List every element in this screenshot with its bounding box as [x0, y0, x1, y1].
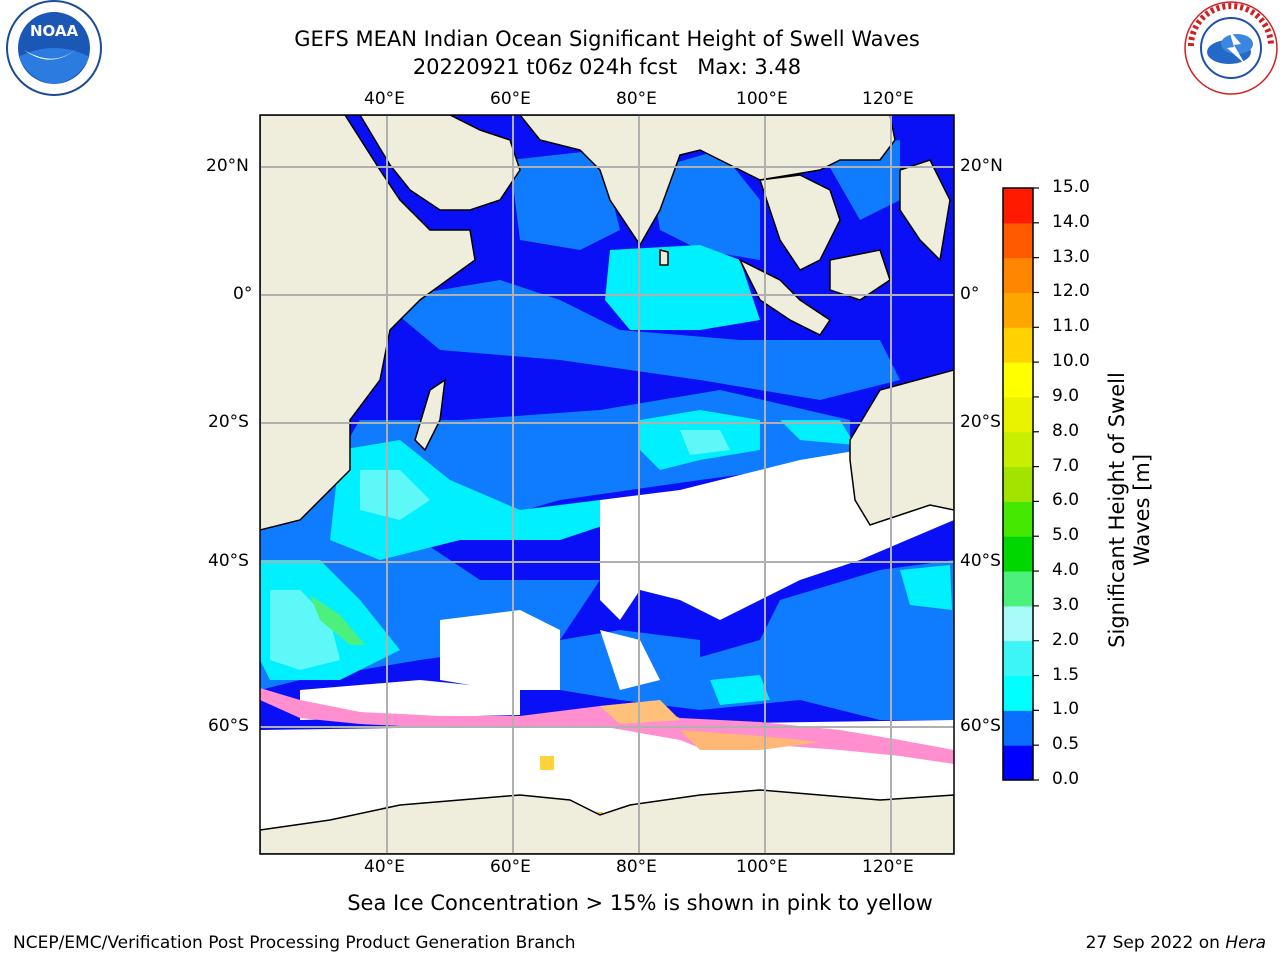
colorbar-tick-label: 15.0: [1052, 177, 1090, 197]
land-antarctica: [260, 789, 954, 854]
lat-label-left: 0°: [233, 284, 253, 304]
colorbar-tick-label: 9.0: [1052, 385, 1080, 406]
colorbar-swatch: [1003, 501, 1033, 537]
colorbar-swatch: [1003, 536, 1033, 572]
colorbar-tick-label: 4.0: [1052, 560, 1080, 581]
colorbar: [1003, 188, 1033, 781]
colorbar-tick-label: 1.0: [1052, 699, 1080, 720]
colorbar-swatch: [1003, 362, 1033, 398]
lat-label-left: 60°S: [208, 716, 249, 736]
lat-label-right: 40°S: [960, 551, 1001, 571]
lon-label-bottom: 120°E: [862, 857, 914, 877]
map-title: GEFS MEAN Indian Ocean Significant Heigh…: [294, 27, 920, 51]
colorbar-tick-label: 10.0: [1052, 351, 1090, 372]
colorbar-tick-label: 8.0: [1052, 420, 1080, 441]
lon-label-bottom: 40°E: [364, 857, 405, 877]
land-madagascar: [414, 378, 446, 452]
sea-ice-core: [680, 730, 820, 750]
colorbar-swatch: [1003, 675, 1033, 711]
swell-3.0-4.0: [310, 595, 365, 645]
sea-ice-spot: [540, 756, 554, 770]
lat-label-left: 20°S: [208, 412, 249, 432]
footer-credit: NCEP/EMC/Verification Post Processing Pr…: [13, 933, 576, 953]
lat-label-right: 20°S: [960, 412, 1001, 432]
forecast-subtitle: 20220921 t06z 024h fcst Max: 3.48: [412, 55, 802, 79]
swell-1.5-2.0: [270, 430, 730, 670]
lat-label-left: 20°N: [206, 156, 249, 176]
land-asia: [519, 115, 896, 247]
sea-ice-note: Sea Ice Concentration > 15% is shown in …: [347, 891, 933, 915]
colorbar-tick-label: 0.0: [1052, 769, 1080, 789]
lon-label-top: 100°E: [736, 89, 788, 109]
land-borneo: [829, 249, 891, 301]
colorbar-swatch: [1003, 292, 1033, 328]
land-indochina: [758, 174, 841, 271]
lon-label-top: 80°E: [616, 89, 657, 109]
footer-date-text: 27 Sep 2022 on: [1085, 933, 1226, 953]
colorbar-tick-label: 14.0: [1052, 211, 1090, 232]
nws-logo: [1184, 1, 1278, 95]
footer-host: Hera: [1225, 933, 1266, 953]
map-content: [260, 115, 954, 854]
land-australia: [849, 369, 954, 526]
land-philippines: [899, 159, 951, 262]
colorbar-tick-label: 6.0: [1052, 490, 1080, 511]
colorbar-tick-label: 0.5: [1052, 734, 1080, 755]
lon-label-top: 40°E: [364, 89, 405, 109]
lat-label-right: 20°N: [960, 156, 1003, 176]
colorbar-tick-label: 5.0: [1052, 525, 1080, 546]
lon-label-top: 60°E: [490, 89, 531, 109]
colorbar-tick-label: 3.0: [1052, 594, 1080, 615]
land-arabia: [359, 115, 521, 211]
colorbar-label: Significant Height of Swell Waves [m]: [1105, 372, 1154, 648]
colorbar-swatch: [1003, 222, 1033, 259]
colorbar-swatch: [1003, 188, 1033, 224]
noaa-logo: NOAA: [6, 0, 102, 96]
colorbar-swatch: [1003, 745, 1033, 781]
graticule: [260, 115, 954, 854]
colorbar-tick-label: 12.0: [1052, 281, 1090, 302]
colorbar-frame: [1002, 187, 1034, 781]
noaa-logo-text: NOAA: [30, 22, 79, 40]
lon-label-top: 120°E: [862, 89, 914, 109]
colorbar-swatch: [1003, 640, 1033, 677]
colorbar-swatch: [1003, 327, 1033, 363]
landmass: [260, 115, 954, 854]
colorbar-tick-label: 2.0: [1052, 629, 1080, 650]
colorbar-tick-label: 1.5: [1052, 664, 1080, 685]
lon-label-bottom: 100°E: [736, 857, 788, 877]
colorbar-swatch: [1003, 431, 1033, 468]
colorbar-swatch: [1003, 257, 1033, 293]
lon-label-bottom: 60°E: [490, 857, 531, 877]
lat-label-left: 40°S: [208, 551, 249, 571]
lon-label-bottom: 80°E: [616, 857, 657, 877]
colorbar-swatch: [1003, 396, 1033, 433]
colorbar-swatch: [1003, 466, 1033, 502]
lat-label-right: 0°: [960, 284, 980, 304]
colorbar-tick-label: 13.0: [1052, 246, 1090, 267]
colorbar-swatch: [1003, 710, 1033, 746]
colorbar-tick-label: 7.0: [1052, 455, 1080, 476]
colorbar-swatch: [1003, 605, 1033, 642]
lat-label-right: 60°S: [960, 716, 1001, 736]
colorbar-swatch: [1003, 571, 1033, 607]
colorbar-tick-label: 11.0: [1052, 316, 1090, 337]
footer-date: 27 Sep 2022 on Hera: [1086, 933, 1266, 953]
land-srilanka: [659, 249, 669, 266]
map-frame: [259, 114, 955, 855]
